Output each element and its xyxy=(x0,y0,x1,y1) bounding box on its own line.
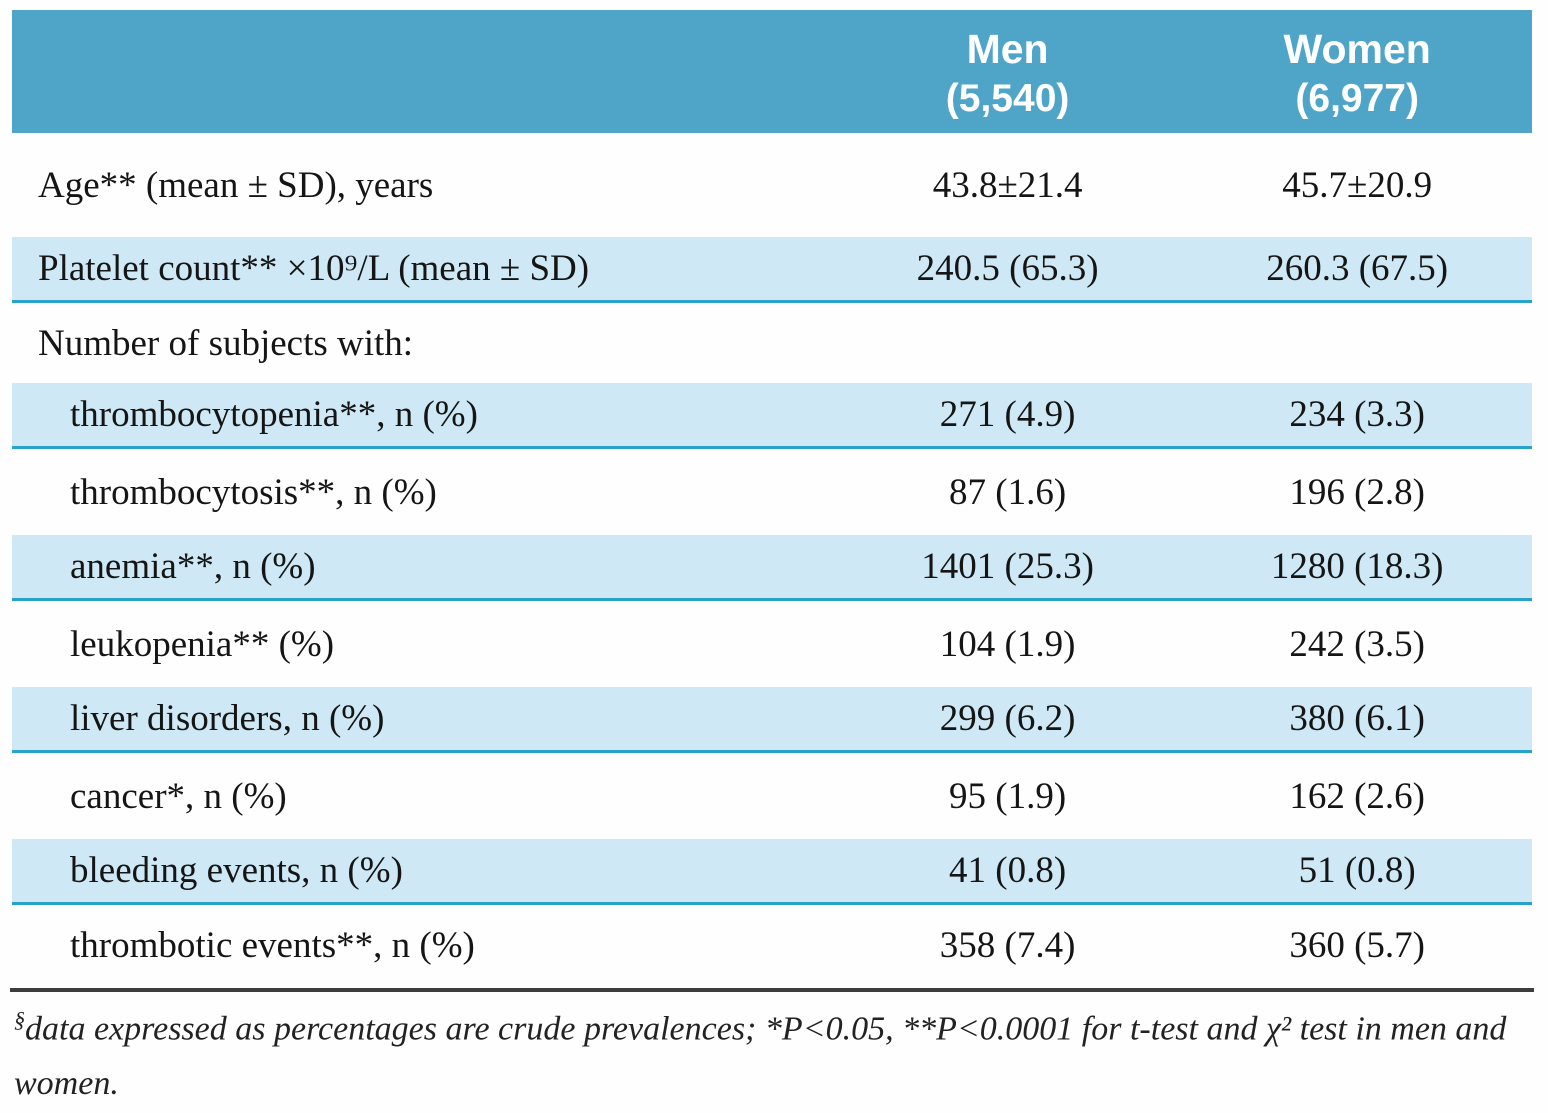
men-value: 87 (1.6) xyxy=(949,471,1067,513)
men-value: 299 (6.2) xyxy=(939,698,1076,739)
table-section-row: Number of subjects with: xyxy=(12,303,1532,383)
men-value: 271 (4.9) xyxy=(939,394,1076,435)
table-header-row: Men (5,540) Women (6,977) xyxy=(12,10,1532,133)
row-label: anemia**, n (%) xyxy=(70,546,316,587)
men-value: 358 (7.4) xyxy=(939,924,1076,966)
women-value: 45.7±20.9 xyxy=(1282,164,1433,206)
header-women: Women (6,977) xyxy=(1182,20,1532,124)
women-value: 260.3 (67.5) xyxy=(1266,248,1449,289)
section-label: Number of subjects with: xyxy=(38,322,414,364)
women-value: 1280 (18.3) xyxy=(1270,546,1444,587)
women-value: 234 (3.3) xyxy=(1289,394,1426,435)
header-men: Men (5,540) xyxy=(833,20,1183,124)
table-bottom-rule xyxy=(10,988,1534,992)
header-women-label: Women xyxy=(1283,25,1431,72)
table-row-thrombotic-events: thrombotic events**, n (%) 358 (7.4) 360… xyxy=(12,905,1532,985)
demographics-table: Men (5,540) Women (6,977) Age** (mean ± … xyxy=(12,10,1532,985)
men-value: 240.5 (65.3) xyxy=(916,248,1099,289)
row-label: bleeding events, n (%) xyxy=(70,850,403,891)
men-value: 1401 (25.3) xyxy=(921,546,1094,587)
women-value: 162 (2.6) xyxy=(1289,775,1426,817)
men-value: 95 (1.9) xyxy=(949,775,1067,817)
table-row-cancer: cancer*, n (%) 95 (1.9) 162 (2.6) xyxy=(12,753,1532,839)
row-label: Platelet count** ×10⁹/L (mean ± SD) xyxy=(38,248,590,289)
table-row-bleeding-events: bleeding events, n (%) 41 (0.8) 51 (0.8) xyxy=(12,839,1532,905)
table-footnote: §data expressed as percentages are crude… xyxy=(14,1002,1536,1111)
table-row-age: Age** (mean ± SD), years 43.8±21.4 45.7±… xyxy=(12,133,1532,237)
row-label: cancer*, n (%) xyxy=(70,775,287,817)
row-label: leukopenia** (%) xyxy=(70,623,335,665)
header-women-count: (6,977) xyxy=(1295,76,1419,120)
men-value: 104 (1.9) xyxy=(939,623,1076,665)
footnote-marker: § xyxy=(14,1007,25,1032)
men-value: 43.8±21.4 xyxy=(932,164,1083,206)
row-label: thrombocytosis**, n (%) xyxy=(70,471,437,513)
row-label: Age** (mean ± SD), years xyxy=(38,164,434,206)
table-row-leukopenia: leukopenia** (%) 104 (1.9) 242 (3.5) xyxy=(12,601,1532,687)
header-men-count: (5,540) xyxy=(945,76,1070,120)
table-row-thrombocytosis: thrombocytosis**, n (%) 87 (1.6) 196 (2.… xyxy=(12,449,1532,535)
women-value: 242 (3.5) xyxy=(1289,623,1426,665)
header-men-label: Men xyxy=(966,25,1049,72)
row-label: thrombotic events**, n (%) xyxy=(70,924,475,966)
row-label: thrombocytopenia**, n (%) xyxy=(70,394,478,435)
women-value: 380 (6.1) xyxy=(1289,698,1426,739)
table-row-platelet-count: Platelet count** ×10⁹/L (mean ± SD) 240.… xyxy=(12,237,1532,303)
women-value: 196 (2.8) xyxy=(1289,471,1426,513)
footnote-text: data expressed as percentages are crude … xyxy=(14,1010,1507,1102)
women-value: 360 (5.7) xyxy=(1289,924,1426,966)
men-value: 41 (0.8) xyxy=(949,850,1067,891)
header-empty-cell xyxy=(12,70,833,74)
women-value: 51 (0.8) xyxy=(1298,850,1416,891)
row-label: liver disorders, n (%) xyxy=(70,698,385,739)
table-row-anemia: anemia**, n (%) 1401 (25.3) 1280 (18.3) xyxy=(12,535,1532,601)
table-row-thrombocytopenia: thrombocytopenia**, n (%) 271 (4.9) 234 … xyxy=(12,383,1532,449)
table-row-liver-disorders: liver disorders, n (%) 299 (6.2) 380 (6.… xyxy=(12,687,1532,753)
